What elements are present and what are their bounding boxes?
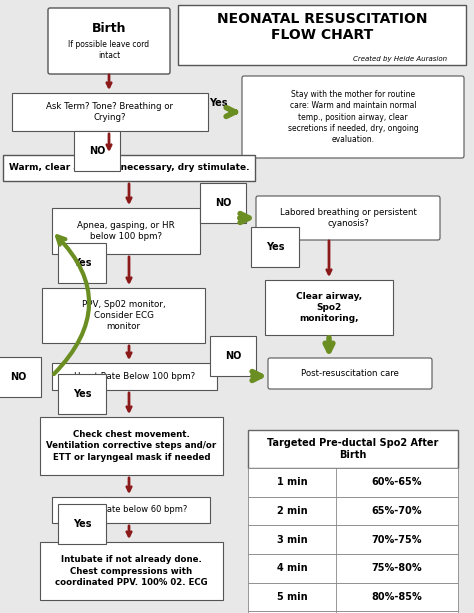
FancyBboxPatch shape (52, 208, 200, 254)
Text: 4 min: 4 min (277, 563, 308, 573)
Text: Targeted Pre-ductal Spo2 After
Birth: Targeted Pre-ductal Spo2 After Birth (267, 438, 439, 460)
FancyBboxPatch shape (3, 155, 255, 181)
Text: 80%-85%: 80%-85% (372, 592, 422, 602)
FancyBboxPatch shape (42, 288, 205, 343)
FancyBboxPatch shape (52, 363, 217, 390)
Text: Stay with the mother for routine
care: Warm and maintain normal
temp., position : Stay with the mother for routine care: W… (288, 90, 419, 143)
Text: Heart Rate below 60 bpm?: Heart Rate below 60 bpm? (75, 506, 187, 514)
Text: Check chest movement.
Ventilation corrective steps and/or
ETT or laryngeal mask : Check chest movement. Ventilation correc… (46, 430, 217, 462)
FancyBboxPatch shape (256, 196, 440, 240)
Text: Yes: Yes (266, 242, 284, 252)
Text: Labored breathing or persistent
cyanosis?: Labored breathing or persistent cyanosis… (280, 208, 417, 228)
Text: If possible leave cord
intact: If possible leave cord intact (68, 40, 150, 59)
Text: Yes: Yes (73, 258, 91, 268)
Text: NO: NO (215, 198, 231, 208)
Text: Heart Rate Below 100 bpm?: Heart Rate Below 100 bpm? (74, 372, 195, 381)
Text: Birth: Birth (92, 21, 126, 34)
FancyBboxPatch shape (268, 358, 432, 389)
FancyBboxPatch shape (248, 430, 458, 468)
FancyBboxPatch shape (248, 583, 458, 611)
FancyBboxPatch shape (40, 417, 223, 475)
Text: 65%-70%: 65%-70% (372, 506, 422, 516)
Text: 2 min: 2 min (277, 506, 308, 516)
FancyBboxPatch shape (248, 468, 458, 497)
Text: Clear airway,
Spo2
monitoring,: Clear airway, Spo2 monitoring, (296, 292, 362, 323)
Text: Ask Term? Tone? Breathing or
Crying?: Ask Term? Tone? Breathing or Crying? (46, 102, 173, 122)
Text: 5 min: 5 min (277, 592, 308, 602)
Text: Yes: Yes (73, 389, 91, 399)
Text: NO: NO (89, 146, 105, 156)
Text: 3 min: 3 min (277, 535, 308, 545)
Text: Created by Heide Aurasion: Created by Heide Aurasion (353, 56, 447, 62)
FancyBboxPatch shape (248, 611, 458, 613)
FancyBboxPatch shape (265, 280, 393, 335)
FancyBboxPatch shape (40, 542, 223, 600)
Text: 60%-65%: 60%-65% (372, 478, 422, 487)
Text: Warm, clear airway if necessary, dry stimulate.: Warm, clear airway if necessary, dry sti… (9, 164, 249, 172)
Text: NEONATAL RESUSCITATION
FLOW CHART: NEONATAL RESUSCITATION FLOW CHART (217, 12, 427, 42)
FancyBboxPatch shape (48, 8, 170, 74)
FancyBboxPatch shape (248, 525, 458, 554)
Text: 1 min: 1 min (277, 478, 308, 487)
Text: Intubate if not already done.
Chest compressions with
coordinated PPV. 100% 02. : Intubate if not already done. Chest comp… (55, 555, 208, 587)
Text: Apnea, gasping, or HR
below 100 bpm?: Apnea, gasping, or HR below 100 bpm? (77, 221, 175, 241)
FancyBboxPatch shape (242, 76, 464, 158)
Text: 75%-80%: 75%-80% (372, 563, 422, 573)
Text: Yes: Yes (209, 98, 227, 108)
Text: Post-resuscitation care: Post-resuscitation care (301, 369, 399, 378)
Text: Yes: Yes (73, 519, 91, 529)
Text: 70%-75%: 70%-75% (372, 535, 422, 545)
FancyBboxPatch shape (248, 554, 458, 583)
FancyBboxPatch shape (52, 497, 210, 523)
Text: PPV, Sp02 monitor,
Consider ECG
monitor: PPV, Sp02 monitor, Consider ECG monitor (82, 300, 165, 331)
Text: NO: NO (225, 351, 241, 361)
FancyBboxPatch shape (248, 497, 458, 525)
FancyBboxPatch shape (12, 93, 208, 131)
Text: NO: NO (10, 372, 26, 382)
FancyBboxPatch shape (178, 5, 466, 65)
